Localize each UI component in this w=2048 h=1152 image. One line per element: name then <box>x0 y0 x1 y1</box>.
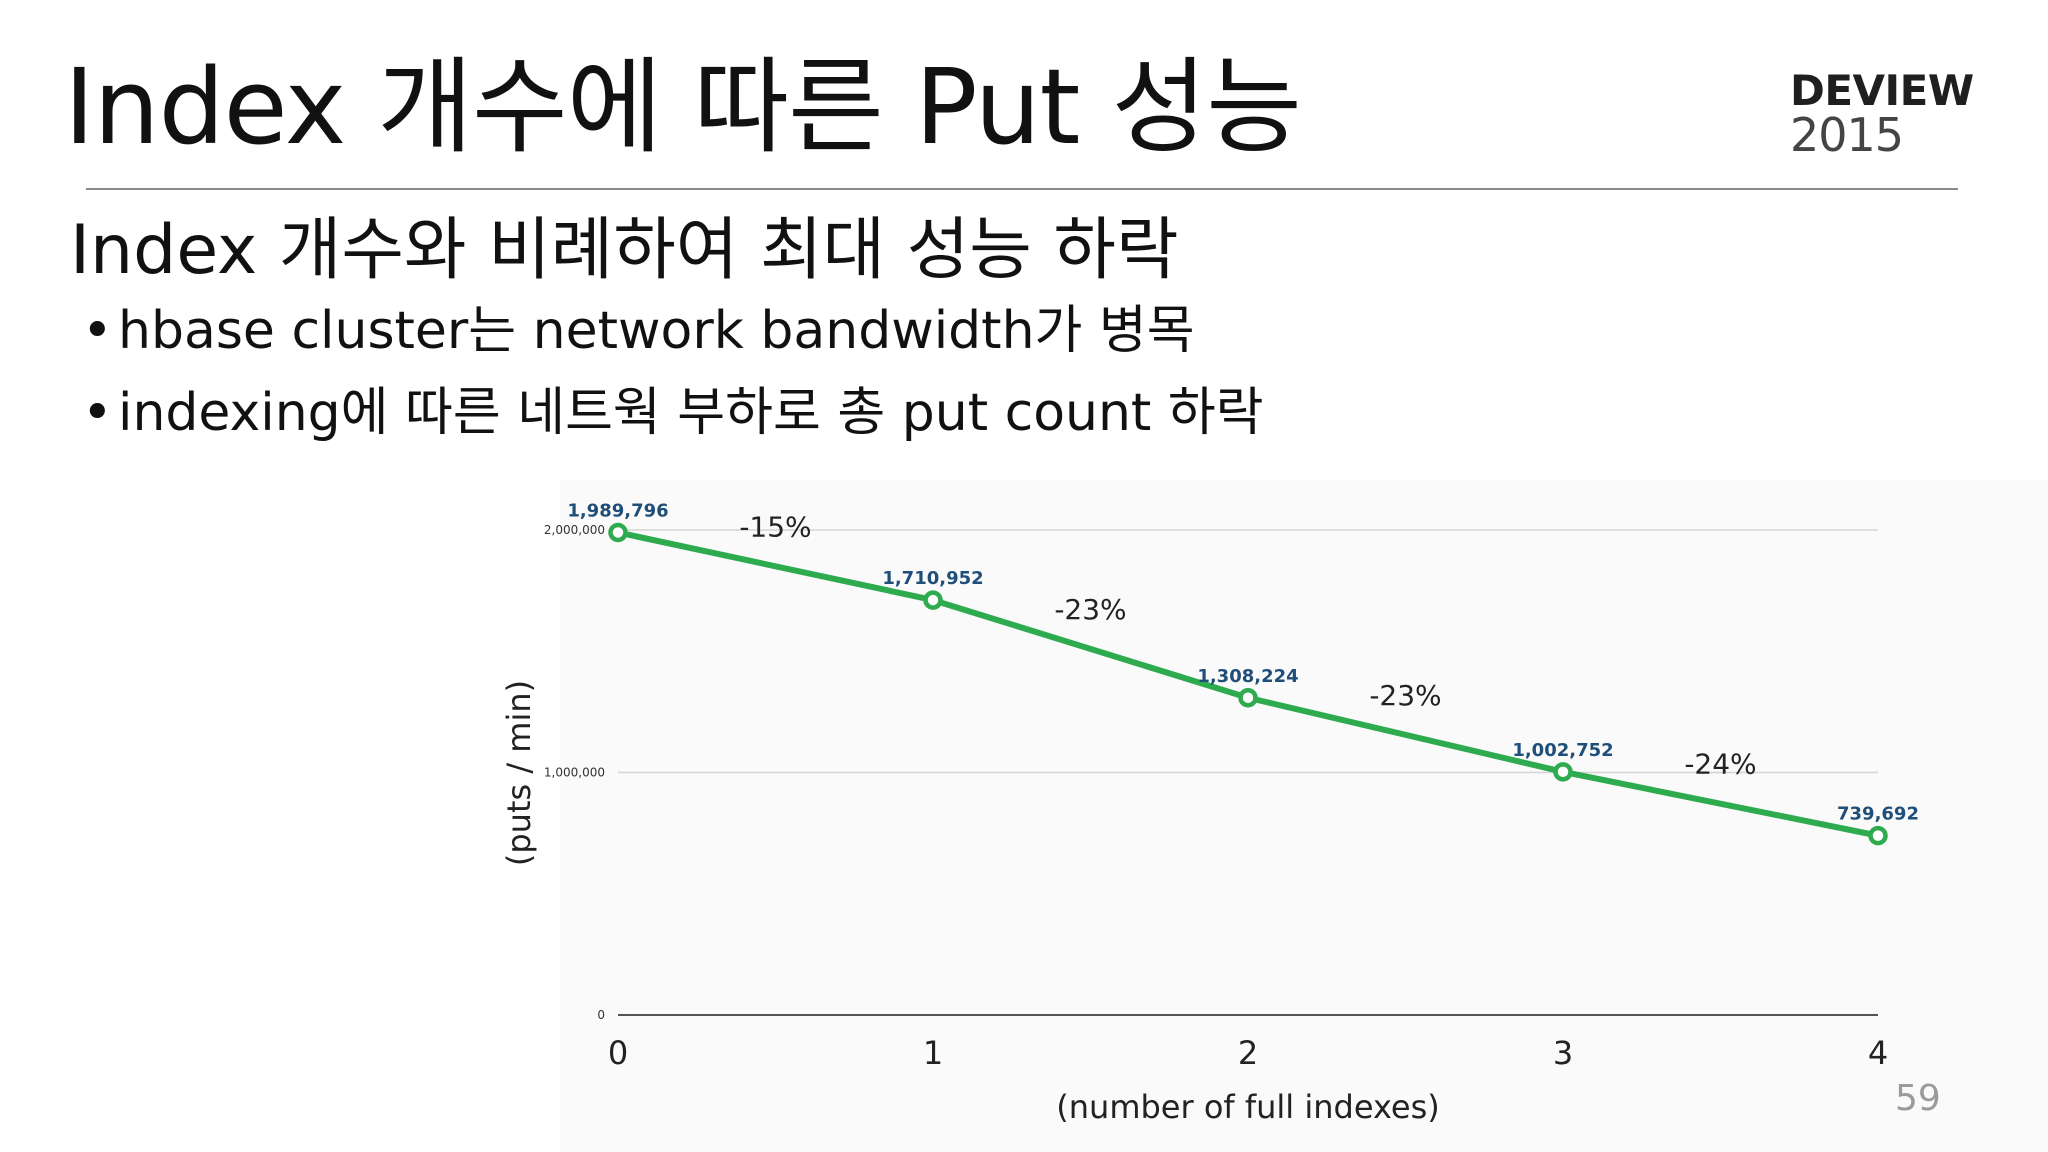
data-label: 1,002,752 <box>1512 740 1613 761</box>
bullet-marker: • <box>82 301 113 361</box>
slide-subtitle: Index 개수와 비례하여 최대 성능 하락 <box>70 211 1179 290</box>
bullet-list: • hbase cluster는 network bandwidth가 병목 • i… <box>82 300 1264 464</box>
logo-year: 2015 <box>1790 108 1904 162</box>
bullet-item: • indexing에 따른 네트웍 부하로 총 put count 하락 <box>82 382 1264 464</box>
slide-title: Index 개수에 따른 Put 성능 <box>64 46 1302 168</box>
x-tick-label: 3 <box>1553 1034 1573 1072</box>
data-label: 739,692 <box>1837 804 1919 825</box>
segment-annotation: -15% <box>739 510 811 543</box>
logo-word: DEVIEW <box>1790 66 1974 115</box>
data-point <box>1553 762 1573 782</box>
bullet-text: hbase cluster는 network bandwidth가 병목 <box>118 301 1195 361</box>
y-axis-title: (puts / min) <box>500 680 538 866</box>
data-label: 1,308,224 <box>1197 666 1298 687</box>
bullet-item: • hbase cluster는 network bandwidth가 병목 <box>82 300 1264 382</box>
x-tick-label: 4 <box>1868 1034 1888 1072</box>
y-tick-label: 2,000,000 <box>544 523 605 537</box>
bullet-text: indexing에 따른 네트웍 부하로 총 put count 하락 <box>118 383 1264 443</box>
y-tick-label: 1,000,000 <box>544 766 605 780</box>
segment-annotation: -24% <box>1684 748 1756 781</box>
x-axis-title: (number of full indexes) <box>1056 1088 1439 1126</box>
x-tick-label: 0 <box>608 1034 628 1072</box>
chart-background <box>560 480 2048 1152</box>
x-tick-label: 1 <box>923 1034 943 1072</box>
segment-annotation: -23% <box>1369 679 1441 712</box>
data-label: 1,989,796 <box>567 500 668 521</box>
x-tick-label: 2 <box>1238 1034 1258 1072</box>
y-tick-label: 0 <box>597 1008 605 1022</box>
segment-annotation: -23% <box>1054 593 1126 626</box>
data-point <box>1868 825 1888 846</box>
deview-logo: DEVIEW 2015 <box>1790 66 1974 162</box>
data-label: 1,710,952 <box>882 568 983 589</box>
bullet-marker: • <box>82 383 113 443</box>
title-divider <box>86 188 1958 190</box>
page-number: 59 <box>1895 1078 1941 1119</box>
data-point <box>923 590 943 610</box>
data-point <box>608 522 628 543</box>
data-point <box>1238 688 1258 708</box>
